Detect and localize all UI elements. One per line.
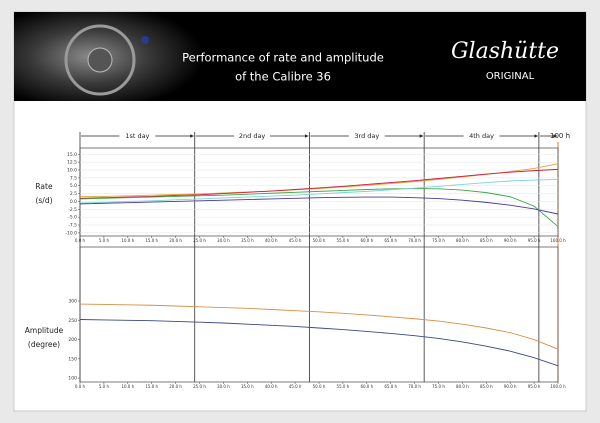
x-tick-label: 20.0 h [169, 238, 182, 243]
x-tick-label: 10.0 h [121, 384, 134, 389]
x-tick-label: 80.0 h [456, 384, 469, 389]
title-line: of the Calibre 36 [235, 70, 331, 84]
x-tick-label: 35.0 h [241, 384, 254, 389]
x-tick-label: 50.0 h [313, 384, 326, 389]
x-tick-label: 25.0 h [193, 384, 206, 389]
x-tick-label: 20.0 h [169, 384, 182, 389]
x-tick-label: 10.0 h [121, 238, 134, 243]
logo-sub: ORIGINAL [486, 71, 535, 82]
x-tick-label: 100.0 h [550, 384, 566, 389]
y-tick-label: 200 [68, 337, 77, 343]
y-axis-label: (s/d) [35, 196, 52, 205]
x-tick-label: 75.0 h [432, 384, 445, 389]
x-tick-label: 80.0 h [456, 238, 469, 243]
day-label-bg [234, 131, 271, 141]
x-tick-label: 65.0 h [384, 384, 397, 389]
y-tick-label: 150 [68, 356, 77, 362]
x-tick-label: 100.0 h [550, 238, 566, 243]
series-line [79, 168, 559, 199]
y-axis-label: Rate [35, 182, 53, 191]
x-tick-label: 45.0 h [289, 384, 302, 389]
y-tick-label: -10.0 [65, 230, 77, 236]
day-label: 3rd day [354, 132, 379, 140]
y-tick-label: 0.0 [70, 199, 77, 205]
y-tick-label: -2.5 [68, 207, 77, 213]
day-label-bg [348, 131, 385, 141]
x-tick-label: 55.0 h [337, 384, 350, 389]
x-tick-label: 25.0 h [193, 238, 206, 243]
x-tick-label: 85.0 h [480, 238, 493, 243]
x-tick-label: 60.0 h [360, 238, 373, 243]
x-tick-label: 95.0 h [528, 238, 541, 243]
watch-screw [141, 36, 149, 44]
day-label-bg [119, 131, 156, 141]
x-tick-label: 70.0 h [408, 384, 421, 389]
series-line [79, 319, 559, 367]
x-tick-label: 50.0 h [313, 238, 326, 243]
y-tick-label: 12.5 [67, 160, 77, 166]
day-label-bg [463, 131, 500, 141]
x-tick-label: 40.0 h [265, 238, 278, 243]
y-axis-label: (degree) [28, 340, 60, 349]
y-axis-label: Amplitude [25, 326, 64, 335]
series-line [79, 196, 559, 215]
y-tick-label: 100 [68, 376, 77, 382]
y-tick-label: 2.5 [70, 191, 77, 197]
x-tick-label: 75.0 h [432, 238, 445, 243]
y-tick-label: 7.5 [70, 175, 77, 181]
title-line: Performance of rate and amplitude [182, 51, 384, 65]
watch-hub [87, 47, 113, 73]
x-tick-label: 35.0 h [241, 238, 254, 243]
x-tick-label: 65.0 h [384, 238, 397, 243]
series-line [79, 188, 559, 227]
x-tick-label: 0.0 h [75, 384, 86, 389]
x-tick-label: 45.0 h [289, 238, 302, 243]
series-line [79, 303, 559, 350]
plots: 1st day 2nd day 3rd day 4th day 100 h -10.0-7… [25, 131, 570, 389]
x-tick-label: 90.0 h [504, 238, 517, 243]
x-tick-label: 15.0 h [145, 384, 158, 389]
logo: Glashütte [451, 39, 559, 64]
y-tick-label: 15.0 [67, 152, 77, 158]
x-tick-label: 5.0 h [99, 238, 110, 243]
y-tick-label: 10.0 [67, 168, 77, 174]
x-tick-label: 70.0 h [408, 238, 421, 243]
day-label: 2nd day [239, 132, 266, 140]
y-tick-label: 250 [68, 318, 77, 324]
watch-wheel [64, 24, 136, 96]
x-tick-label: 55.0 h [337, 238, 350, 243]
series-line [79, 178, 559, 204]
x-tick-label: 0.0 h [75, 238, 86, 243]
x-tick-label: 30.0 h [217, 238, 230, 243]
x-tick-label: 85.0 h [480, 384, 493, 389]
y-tick-label: 5.0 [70, 183, 77, 189]
day-label: 1st day [125, 132, 149, 140]
x-tick-label: 5.0 h [99, 384, 110, 389]
y-tick-label: -5.0 [68, 215, 77, 221]
x-tick-label: 90.0 h [504, 384, 517, 389]
y-tick-label: -7.5 [68, 223, 77, 229]
x-tick-label: 15.0 h [145, 238, 158, 243]
end-label: 100 h [550, 132, 570, 140]
x-tick-label: 40.0 h [265, 384, 278, 389]
x-tick-label: 60.0 h [360, 384, 373, 389]
x-tick-label: 95.0 h [528, 384, 541, 389]
y-tick-label: 300 [68, 299, 77, 305]
x-tick-label: 30.0 h [217, 384, 230, 389]
day-label: 4th day [469, 132, 494, 140]
